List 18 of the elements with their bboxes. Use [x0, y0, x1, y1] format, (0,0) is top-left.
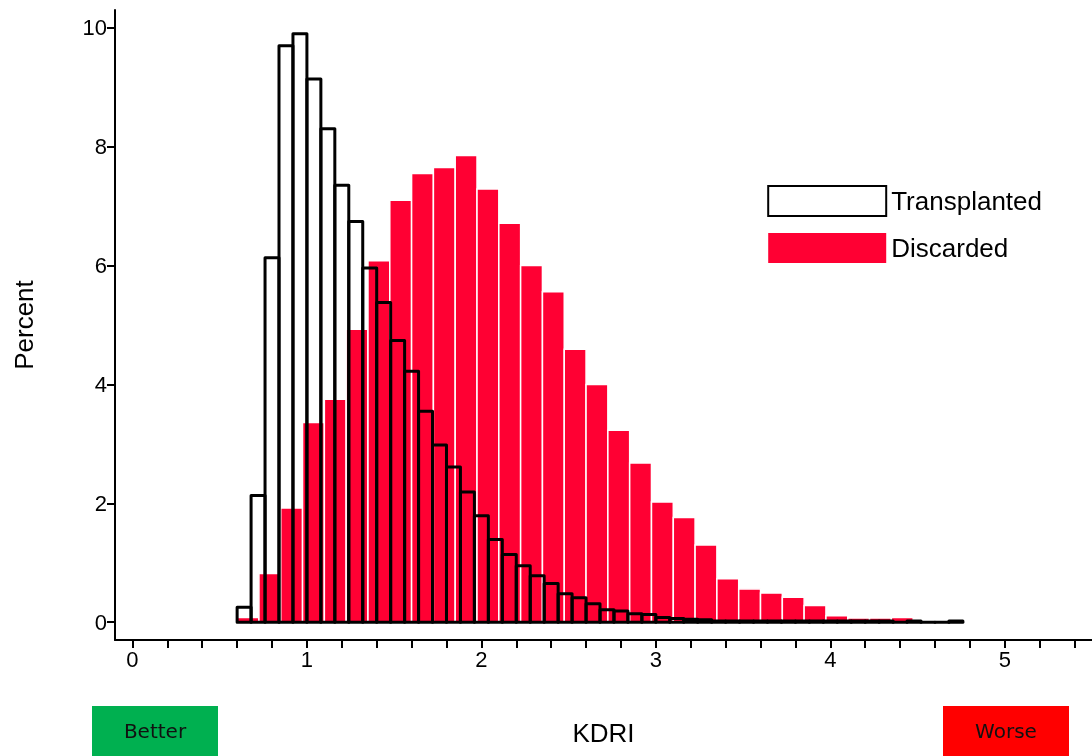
y-tick-label: 4: [94, 371, 107, 397]
y-tick-label: 6: [94, 253, 107, 279]
y-axis-title: Percent: [9, 279, 39, 370]
legend-label: Discarded: [891, 233, 1009, 263]
x-tick-label: 0: [126, 646, 139, 672]
x-tick-label: 4: [824, 646, 837, 672]
x-tick-label: 5: [998, 646, 1011, 672]
x-tick-label: 2: [475, 646, 488, 672]
y-tick-label: 0: [94, 609, 107, 635]
legend-label: Transplanted: [891, 186, 1042, 216]
text: Better: [92, 706, 218, 756]
x-tick-label: 3: [649, 646, 662, 672]
text: Worse: [943, 706, 1069, 756]
x-tick-label: 1: [300, 646, 314, 672]
x-axis-title: KDRI: [572, 718, 635, 748]
y-tick-label: 2: [94, 490, 107, 516]
y-tick-label: 8: [94, 134, 107, 160]
y-tick-label: 10: [82, 15, 107, 41]
